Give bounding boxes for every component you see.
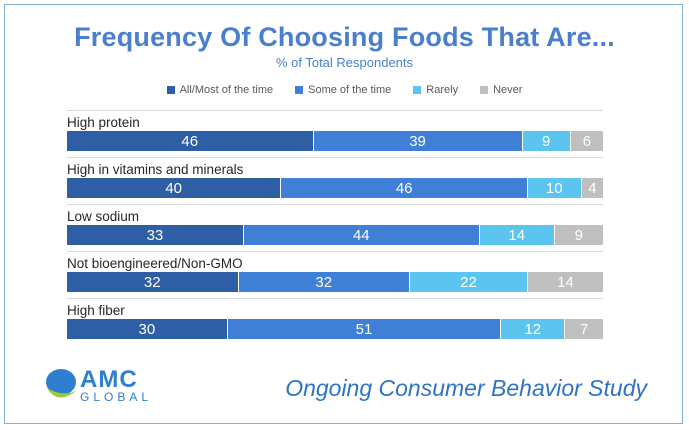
legend-label: Some of the time — [308, 84, 392, 96]
bar-segment: 32 — [67, 272, 239, 292]
stacked-bar: 46 39 9 6 — [67, 131, 603, 151]
category-label: High protein — [67, 115, 140, 130]
row-divider — [67, 110, 603, 111]
legend-swatch — [413, 86, 422, 94]
bar-segment: 14 — [479, 225, 555, 245]
bar-segment: 30 — [67, 319, 228, 339]
footer-study-name: Ongoing Consumer Behavior Study — [285, 375, 647, 401]
bar-segment: 7 — [565, 319, 603, 339]
bar-segment: 6 — [570, 131, 603, 151]
chart-frame — [4, 4, 683, 424]
bar-segment: 12 — [501, 319, 566, 339]
legend-item: Some of the time — [295, 84, 391, 96]
row-divider — [67, 157, 603, 158]
bar-segment: 51 — [227, 319, 502, 339]
row-divider — [67, 204, 603, 205]
stacked-bar: 32 32 22 14 — [67, 272, 603, 292]
logo-mark-icon — [46, 369, 77, 398]
stacked-bar: 40 46 10 4 — [67, 178, 603, 198]
legend-swatch — [166, 86, 175, 94]
category-label: High in vitamins and minerals — [67, 162, 244, 177]
bar-segment: 39 — [313, 131, 523, 151]
category-label: Not bioengineered/Non-GMO — [67, 256, 243, 271]
legend-item: All/Most of the time — [166, 84, 274, 96]
stacked-bar: 30 51 12 7 — [67, 319, 603, 339]
logo-sub-text: GLOBAL — [80, 390, 153, 404]
legend-item: Never — [480, 84, 522, 96]
stacked-bar: 33 44 14 9 — [67, 225, 603, 245]
bar-segment: 46 — [281, 178, 528, 198]
category-label: Low sodium — [67, 209, 140, 224]
legend-label: Rarely — [426, 84, 459, 96]
bar-segment: 4 — [581, 178, 603, 198]
bar-segment: 46 — [67, 131, 314, 151]
logo-main-text: AMC — [80, 366, 138, 393]
bar-segment: 32 — [238, 272, 411, 292]
amc-global-logo: AMC GLOBAL — [44, 366, 164, 408]
row-divider — [67, 251, 603, 252]
legend-label: Never — [493, 84, 523, 96]
legend-label: All/Most of the time — [179, 84, 274, 96]
legend-swatch — [295, 86, 304, 94]
chart-title: Frequency Of Choosing Foods That Are... — [74, 22, 615, 52]
bar-segment: 14 — [527, 272, 603, 292]
bar-segment: 22 — [410, 272, 528, 292]
legend-item: Rarely — [413, 84, 458, 96]
chart-subtitle: % of Total Respondents — [275, 55, 414, 70]
bar-segment: 9 — [554, 225, 603, 245]
bar-segment: 10 — [527, 178, 582, 198]
bar-segment: 33 — [67, 225, 244, 245]
row-divider — [67, 298, 603, 299]
category-label: High fiber — [67, 303, 125, 318]
legend-swatch — [480, 86, 489, 94]
chart-legend: All/Most of the time Some of the time Rare… — [0, 84, 689, 96]
bar-segment: 40 — [67, 178, 282, 198]
bar-segment: 44 — [243, 225, 480, 245]
bar-segment: 9 — [522, 131, 571, 151]
